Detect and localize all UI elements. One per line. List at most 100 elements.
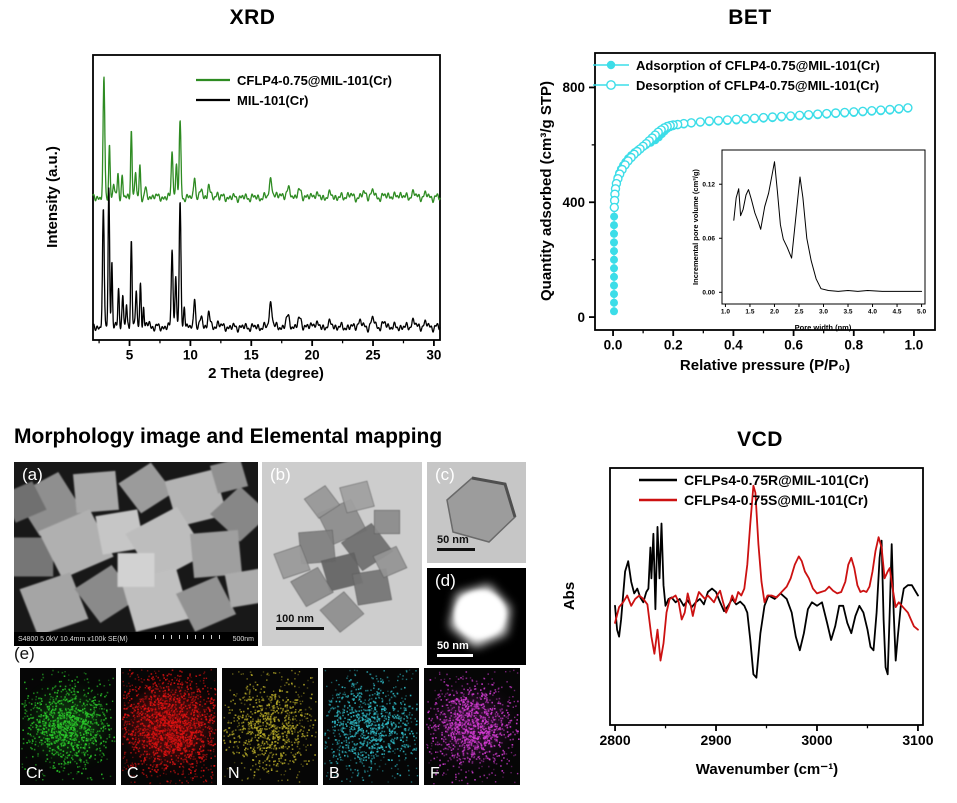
legend-line-icon	[639, 478, 677, 482]
vcd-legend: CFLPs4-0.75R@MIL-101(Cr) CFLPs4-0.75S@MI…	[638, 470, 869, 510]
svg-text:0.4: 0.4	[724, 338, 743, 353]
tem-panel-b: (b) 100 nm	[262, 462, 422, 646]
scale-bar-c: 50 nm	[437, 534, 475, 551]
xrd-axes: 5 10 15 20 25 30	[92, 54, 441, 363]
vcd-legend-label-0: CFLPs4-0.75R@MIL-101(Cr)	[684, 472, 869, 488]
vcd-legend-item-S: CFLPs4-0.75S@MIL-101(Cr)	[638, 490, 869, 510]
sem-info-bar: S4800 5.0kV 10.4mm x100k SE(M) 500nm	[14, 632, 258, 646]
sem-scale-text: 500nm	[232, 635, 254, 643]
elemental-maps-row: Cr C N B F	[0, 668, 957, 785]
pore-inset-ylabel: Incremental pore volume (cm³/g)	[691, 169, 700, 285]
svg-text:0.06: 0.06	[702, 236, 715, 243]
open-circle-marker-icon	[606, 80, 616, 90]
element-map-C: C	[121, 668, 217, 785]
bet-plot: Relative pressure (P/P₀) Quantity adsorb…	[538, 52, 936, 374]
svg-text:30: 30	[426, 348, 441, 363]
pore-series	[733, 161, 923, 292]
svg-text:1.0: 1.0	[905, 338, 924, 353]
svg-text:15: 15	[244, 348, 260, 363]
bet-series-markers-1	[609, 103, 913, 213]
element-map-F: F	[424, 668, 520, 785]
scale-bar-icon	[437, 654, 473, 657]
svg-text:4.0: 4.0	[868, 309, 877, 316]
svg-text:4.5: 4.5	[893, 309, 902, 316]
sem-info-text: S4800 5.0kV 10.4mm x100k SE(M)	[18, 635, 128, 643]
xrd-legend-label-0: CFLP4-0.75@MIL-101(Cr)	[237, 72, 392, 88]
bet-legend: Adsorption of CFLP4-0.75@MIL-101(Cr) Des…	[592, 55, 880, 95]
vcd-title: VCD	[737, 428, 783, 451]
element-symbol: N	[228, 765, 240, 782]
scale-bar-icon	[437, 548, 475, 551]
svg-text:3.5: 3.5	[843, 309, 852, 316]
vcd-series-0	[614, 522, 919, 679]
vcd-legend-label-1: CFLPs4-0.75S@MIL-101(Cr)	[684, 492, 869, 508]
pore-inset-axes: 1.0 1.5 2.0 2.5 3.0 3.5 4.0 4.5 5.0 0.00 0.06 0.12	[702, 149, 926, 316]
element-symbol: B	[329, 765, 340, 782]
svg-text:25: 25	[366, 348, 382, 363]
xrd-xlabel: 2 Theta (degree)	[208, 365, 324, 382]
vcd-ylabel: Abs	[561, 582, 578, 610]
legend-line-icon	[196, 98, 230, 102]
panel-c-label: (c)	[435, 465, 455, 484]
sem-panel-a: (a) S4800 5.0kV 10.4mm x100k SE(M) 500nm	[14, 462, 258, 646]
dark-field-image	[427, 568, 526, 665]
element-symbol: F	[430, 765, 440, 782]
bet-ylabel: Quantity adsorbed (cm³/g STP)	[538, 81, 555, 301]
scale-text: 100 nm	[276, 613, 314, 625]
filled-circle-marker-icon	[606, 60, 616, 70]
bet-series-line-1	[613, 107, 909, 208]
xrd-legend-item-cflp4: CFLP4-0.75@MIL-101(Cr)	[195, 70, 392, 90]
scale-bar-d: 50 nm	[437, 640, 473, 657]
xrd-ylabel: Intensity (a.u.)	[44, 146, 61, 248]
noise-dots	[21, 669, 116, 782]
svg-text:400: 400	[562, 195, 585, 210]
scale-bar-b: 100 nm	[276, 613, 324, 630]
noise-dots	[426, 669, 520, 785]
svg-text:0: 0	[577, 310, 585, 325]
panel-b-label: (b)	[270, 465, 291, 484]
xrd-series-0	[92, 76, 441, 204]
noise-dots	[122, 669, 217, 785]
vcd-plot: Wavenumber (cm⁻¹) Abs 2800 2900 3000 3100	[561, 467, 934, 778]
svg-text:2.5: 2.5	[794, 309, 803, 316]
bet-legend-label-0: Adsorption of CFLP4-0.75@MIL-101(Cr)	[636, 57, 880, 73]
svg-text:5.0: 5.0	[917, 309, 926, 316]
scale-text: 50 nm	[437, 640, 469, 652]
xrd-plot: 2 Theta (degree) Intensity (a.u.) 5 10 15 2…	[44, 54, 441, 382]
element-map-Cr: Cr	[20, 668, 116, 785]
svg-text:0.6: 0.6	[784, 338, 803, 353]
panel-d-label: (d)	[435, 571, 456, 590]
vcd-axes: 2800 2900 3000 3100	[599, 467, 934, 748]
svg-text:1.5: 1.5	[745, 309, 754, 316]
legend-marker-icon	[593, 60, 629, 70]
xrd-title: XRD	[229, 6, 276, 29]
element-symbol: C	[127, 765, 139, 782]
stem-panel-d: (d) 50 nm	[427, 568, 526, 665]
legend-line-icon	[639, 498, 677, 502]
svg-text:3.0: 3.0	[819, 309, 828, 316]
svg-text:800: 800	[562, 80, 585, 95]
bet-xlabel: Relative pressure (P/P₀)	[680, 357, 850, 374]
vcd-legend-item-R: CFLPs4-0.75R@MIL-101(Cr)	[638, 470, 869, 490]
svg-text:0.12: 0.12	[702, 181, 715, 188]
xrd-legend-item-mil101: MIL-101(Cr)	[195, 90, 392, 110]
legend-line-icon	[196, 78, 230, 82]
tem-crystal-image	[427, 462, 526, 563]
svg-text:0.8: 0.8	[844, 338, 863, 353]
svg-text:5: 5	[126, 348, 134, 363]
bet-legend-item-adsorption: Adsorption of CFLP4-0.75@MIL-101(Cr)	[592, 55, 880, 75]
noise-dots	[324, 669, 419, 783]
bet-legend-label-1: Desorption of CFLP4-0.75@MIL-101(Cr)	[636, 77, 880, 93]
element-symbol: Cr	[26, 765, 44, 782]
pore-inset-xlabel: Pore width (nm)	[795, 323, 852, 332]
panel-e-label: (e)	[14, 644, 35, 663]
scale-text: 50 nm	[437, 534, 469, 546]
noise-dots	[223, 669, 317, 783]
tem-panel-c: (c) 50 nm	[427, 462, 526, 563]
svg-text:2.0: 2.0	[770, 309, 779, 316]
svg-text:1.0: 1.0	[721, 309, 730, 316]
svg-text:10: 10	[183, 348, 198, 363]
svg-text:0.2: 0.2	[664, 338, 683, 353]
tem-image	[262, 462, 422, 646]
sem-crystals	[14, 462, 258, 636]
